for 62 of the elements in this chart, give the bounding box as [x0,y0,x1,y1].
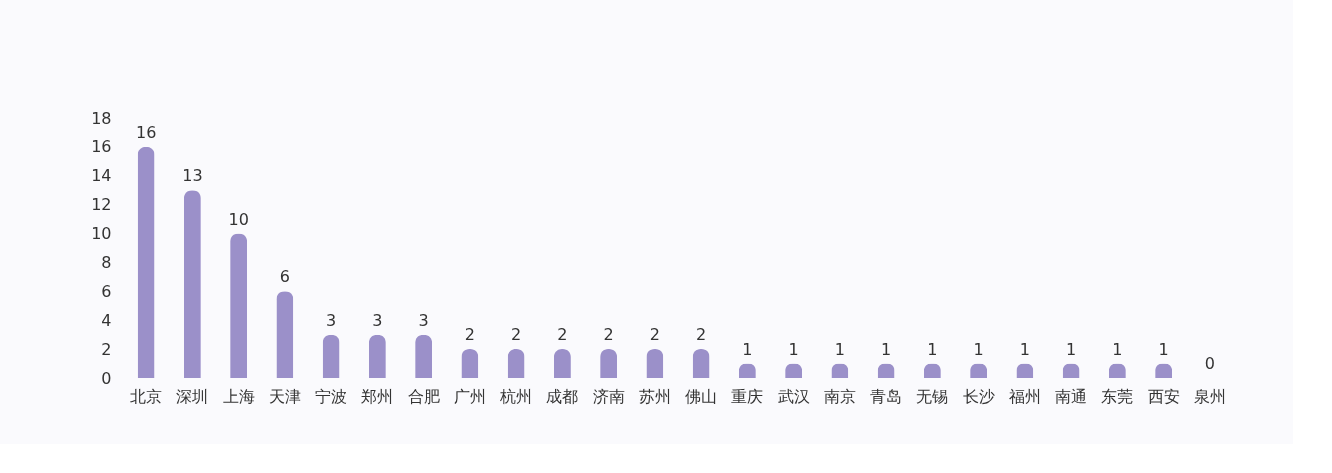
x-tick-label: 广州 [453,386,486,406]
x-tick-label: 佛山 [685,386,718,406]
bar [230,233,248,378]
data-label: 3 [372,310,383,330]
data-label: 1 [973,339,984,359]
x-tick-label: 成都 [546,386,579,406]
data-label: 1 [834,339,845,359]
data-label: 1 [881,339,892,359]
data-label: 1 [1158,339,1169,359]
x-tick-label: 青岛 [870,386,903,406]
x-tick-label: 合肥 [407,386,440,406]
data-label: 1 [1019,339,1030,359]
x-tick-label: 北京 [130,386,163,406]
x-tick-label: 天津 [268,386,301,406]
x-tick-label: 上海 [222,386,255,406]
data-label: 10 [228,209,249,229]
x-tick-label: 郑州 [361,386,394,406]
x-tick-label: 福州 [1008,386,1041,406]
bar [137,146,155,378]
data-label: 1 [788,339,799,359]
data-label: 1 [927,339,938,359]
data-label: 0 [1204,354,1215,373]
y-tick-label: 4 [101,310,112,330]
x-tick-label: 苏州 [638,386,671,406]
x-tick-label: 济南 [592,386,625,406]
data-label: 13 [182,166,203,186]
data-label: 16 [135,122,157,142]
data-label: 1 [742,339,753,359]
data-label: 2 [464,325,475,345]
x-tick-label: 西安 [1147,386,1180,406]
y-tick-label: 2 [101,339,112,359]
data-label: 6 [279,267,290,287]
data-label: 2 [603,325,614,345]
y-tick-label: 6 [101,281,112,301]
data-label: 2 [696,325,707,345]
y-tick-label: 16 [91,137,112,157]
bar [276,291,294,378]
data-label: 2 [649,325,660,345]
bar [183,190,201,378]
x-tick-label: 无锡 [916,386,949,406]
y-tick-label: 10 [91,224,112,244]
x-tick-label: 杭州 [499,386,533,406]
data-label: 1 [1066,339,1077,359]
x-tick-label: 南京 [823,386,856,406]
y-tick-label: 12 [91,195,112,215]
data-label: 1 [1112,339,1123,359]
x-tick-label: 武汉 [777,386,810,406]
data-label: 3 [418,310,429,330]
y-tick-label: 18 [91,108,112,128]
x-tick-label: 深圳 [176,386,209,406]
y-tick-label: 0 [101,368,112,388]
y-tick-label: 14 [91,166,112,186]
x-tick-label: 东莞 [1101,386,1134,406]
x-tick-label: 泉州 [1193,386,1226,406]
x-tick-label: 长沙 [962,386,995,406]
x-tick-label: 南通 [1055,386,1088,406]
data-label: 3 [326,310,337,330]
data-label: 2 [511,325,522,345]
x-tick-label: 宁波 [315,386,348,406]
x-tick-label: 重庆 [731,386,764,406]
data-label: 2 [557,325,568,345]
y-tick-label: 8 [101,252,112,272]
